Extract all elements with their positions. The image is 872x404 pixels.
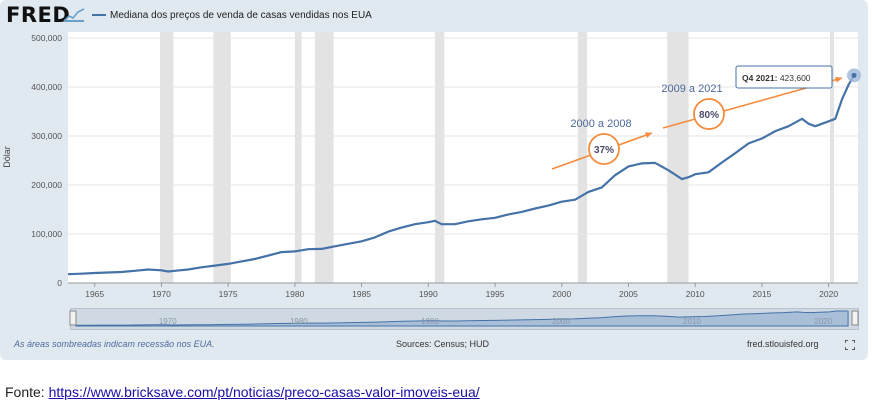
arrow-2000-2008-head (645, 132, 652, 138)
x-tick-label: 1985 (352, 289, 371, 299)
source-url-link[interactable]: https://www.bricksave.com/pt/noticias/pr… (48, 384, 480, 400)
x-tick-label: 2020 (819, 289, 838, 299)
navigator-label: 2020 (814, 317, 832, 326)
percent-80-text: 80% (699, 110, 719, 121)
recession-band (314, 32, 334, 283)
recession-band (160, 32, 174, 283)
tooltip-box (735, 65, 833, 89)
navigator-overlay: 1970 1980 1990 2000 2010 2020 (69, 310, 859, 327)
percent-80-circle (693, 98, 725, 130)
recession-note: As áreas sombreadas indicam recessão nos… (14, 339, 215, 349)
plot-area (68, 32, 858, 283)
fred-graph-icon (63, 8, 85, 22)
navigator-label: 1990 (421, 317, 439, 326)
x-tick-label: 2005 (619, 289, 638, 299)
tooltip-label: Q4 2021: (742, 73, 780, 83)
line-chart[interactable]: 0 100,000 200,000 300,000 400,000 500,000 1965… (0, 0, 868, 330)
recession-band (294, 32, 302, 283)
legend-swatch (92, 14, 106, 17)
last-point-marker (851, 72, 857, 78)
y-tick-label: 500,000 (31, 33, 62, 43)
label-2009-2021: 2009 a 2021 (661, 83, 722, 95)
y-tick-label: 400,000 (31, 82, 62, 92)
x-tick-label: 1995 (486, 289, 505, 299)
navigator-label: 1970 (159, 317, 177, 326)
percent-37-text: 37% (594, 145, 614, 156)
x-tick-label: 1980 (285, 289, 304, 299)
fred-logo[interactable]: FRED (6, 3, 71, 27)
tooltip-text: Q4 2021: 423,600 (742, 73, 811, 83)
fullscreen-icon[interactable] (845, 340, 855, 350)
arrow-2009-2021-head (835, 76, 842, 83)
navigator-series (75, 310, 849, 327)
recession-band (213, 32, 231, 283)
x-tick-label: 1970 (152, 289, 171, 299)
navigator-handle-right[interactable] (851, 310, 859, 326)
recession-band (434, 32, 445, 283)
percent-37-circle (588, 133, 620, 165)
x-tick-label: 2015 (752, 289, 771, 299)
x-tick-label: 1965 (85, 289, 104, 299)
x-tick-label: 1975 (219, 289, 238, 299)
recession-band (829, 32, 834, 283)
site-link[interactable]: fred.stlouisfed.org (747, 339, 819, 349)
legend[interactable]: Mediana dos preços de venda de casas ven… (92, 10, 372, 21)
navigator-label: 1980 (290, 317, 308, 326)
navigator-handle-left[interactable] (69, 310, 77, 326)
y-tick-label: 300,000 (31, 131, 62, 141)
label-2000-2008: 2000 a 2008 (570, 118, 631, 130)
x-tick-label: 2000 (552, 289, 571, 299)
y-tick-label: 100,000 (31, 229, 62, 239)
recession-band (667, 32, 689, 283)
navigator-label: 2000 (552, 317, 570, 326)
navigator-label: 2010 (683, 317, 701, 326)
tooltip-value: 423,600 (780, 73, 811, 83)
legend-label: Mediana dos preços de venda de casas ven… (110, 10, 372, 21)
sources-text: Sources: Census; HUD (396, 339, 490, 349)
source-line: Fonte: https://www.bricksave.com/pt/noti… (5, 384, 480, 400)
x-tick-label: 2010 (686, 289, 705, 299)
x-tick-label: 1990 (419, 289, 438, 299)
y-tick-label: 0 (57, 278, 62, 288)
source-prefix: Fonte: (5, 384, 49, 400)
series-line (67, 74, 855, 276)
y-tick-label: 200,000 (31, 180, 62, 190)
